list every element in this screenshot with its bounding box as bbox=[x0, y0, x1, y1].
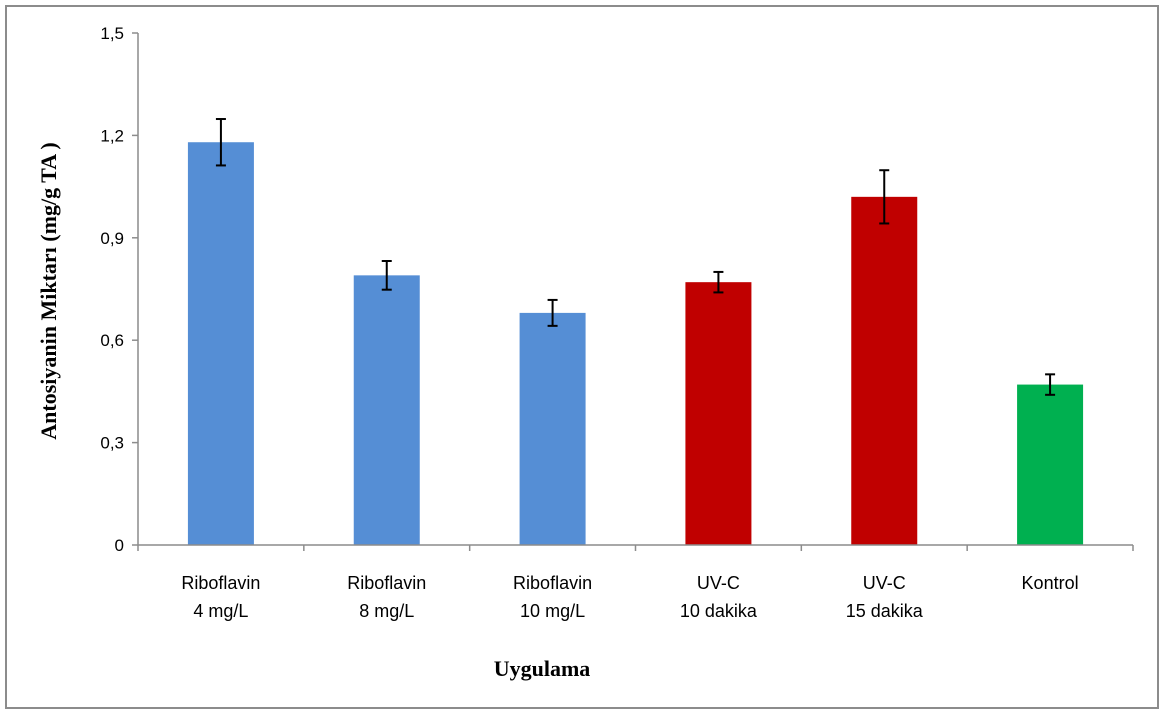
bar bbox=[187, 142, 254, 545]
y-tick-label: 1,5 bbox=[100, 24, 124, 43]
bar bbox=[685, 282, 752, 545]
x-category-label: Riboflavin bbox=[181, 573, 260, 593]
error-bar bbox=[713, 270, 724, 294]
bar bbox=[353, 275, 420, 545]
y-tick-label: 0 bbox=[115, 536, 124, 555]
axes-layer bbox=[132, 32, 1134, 551]
x-category-label: 4 mg/L bbox=[193, 601, 248, 621]
x-category-label: 15 dakika bbox=[846, 601, 924, 621]
error-bars-layer bbox=[215, 118, 1056, 396]
x-category-label: 10 mg/L bbox=[520, 601, 585, 621]
error-bar bbox=[381, 260, 392, 291]
x-axis-title: Uygulama bbox=[494, 656, 591, 681]
labels-layer: 0 0,3 0,6 0,9 1,2 1,5 Riboflavin 4 mg/L Riboflav… bbox=[100, 24, 1078, 621]
bars-layer bbox=[187, 142, 1084, 545]
y-tick-label: 0,3 bbox=[100, 434, 124, 453]
bar bbox=[519, 312, 586, 545]
y-tick-label: 0,6 bbox=[100, 331, 124, 350]
y-tick-label: 0,9 bbox=[100, 229, 124, 248]
x-category-label: Riboflavin bbox=[347, 573, 426, 593]
bar bbox=[1017, 384, 1084, 545]
error-bar bbox=[879, 169, 890, 225]
error-bar bbox=[1045, 373, 1056, 396]
x-category-label: 10 dakika bbox=[680, 601, 758, 621]
error-bar bbox=[215, 118, 226, 167]
x-category-label: UV-C bbox=[863, 573, 906, 593]
x-category-label: 8 mg/L bbox=[359, 601, 414, 621]
x-category-label: UV-C bbox=[697, 573, 740, 593]
x-category-label: Kontrol bbox=[1022, 573, 1079, 593]
bar bbox=[851, 196, 918, 545]
x-category-label: Riboflavin bbox=[513, 573, 592, 593]
y-axis-title: Antosiyanin Miktarı (mg/g TA ) bbox=[36, 142, 61, 439]
error-bar bbox=[547, 298, 558, 327]
y-tick-label: 1,2 bbox=[100, 126, 124, 145]
